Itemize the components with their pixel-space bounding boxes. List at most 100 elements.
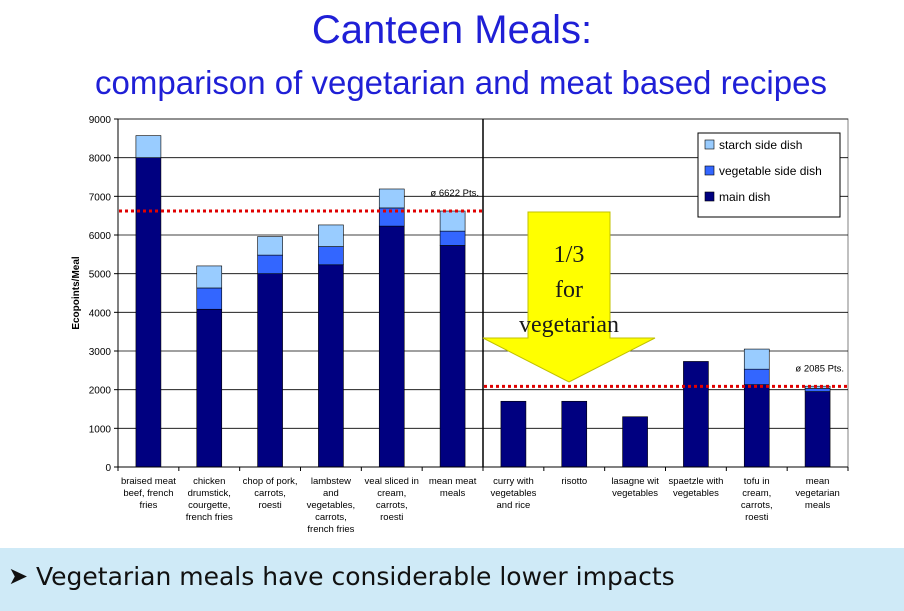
page-title: Canteen Meals:	[311, 8, 593, 52]
x-tick-label-line: roesti	[380, 512, 403, 523]
y-tick-label: 2000	[89, 386, 112, 397]
x-tick-label: mean meat meals	[429, 476, 477, 499]
x-tick-label-line: meals	[440, 488, 466, 499]
y-tick-label: 6000	[89, 231, 112, 242]
legend-label: vegetable side dish	[719, 164, 822, 178]
x-tick-label-line: tofu in	[744, 476, 770, 487]
x-tick-label-line: roesti	[258, 500, 281, 511]
x-tick-label-line: lasagne wit	[611, 476, 659, 487]
x-tick-label-line: chicken	[193, 476, 225, 487]
x-tick-label-line: chop of pork,	[243, 476, 298, 487]
bar-starch-side-dish	[743, 348, 770, 370]
legend-label: starch side dish	[719, 138, 802, 152]
x-tick-label-line: carrots,	[376, 500, 408, 511]
bar-starch-side-dish	[378, 188, 405, 209]
annotation-line: for	[555, 277, 583, 303]
legend-swatch	[704, 165, 715, 176]
x-tick-label-line: roesti	[745, 512, 768, 523]
x-tick-label: braised meat beef, french fries	[121, 476, 176, 511]
page-subtitle: comparison of vegetarian and meat based …	[95, 64, 827, 101]
y-tick-label: 1000	[89, 424, 112, 435]
reference-line-label: ø 2085 Pts.	[795, 363, 844, 374]
x-tick-label: chop of pork, carrots, roesti	[243, 476, 298, 511]
x-tick-label: veal sliced in cream, carrots, roesti	[365, 476, 419, 523]
x-tick-label-line: french fries	[307, 524, 354, 535]
x-tick-label-line: veal sliced in	[365, 476, 419, 487]
x-tick-label-line: and rice	[497, 500, 531, 511]
bar-starch-side-dish	[318, 224, 344, 247]
bar-vegetable-side-dish	[318, 246, 344, 266]
bar-main-dish	[683, 361, 709, 468]
x-tick-label-line: carrots,	[254, 488, 286, 499]
x-tick-label-line: vegetables	[490, 488, 536, 499]
x-tick-label-line: vegetarian	[795, 488, 839, 499]
bar-vegetable-side-dish	[196, 287, 223, 310]
bar-starch-side-dish	[804, 385, 831, 389]
bar-main-dish	[135, 157, 162, 468]
y-tick-label: 9000	[89, 115, 112, 126]
x-tick-label-line: cream,	[377, 488, 406, 499]
stacked-bar-chart: ø 6622 Pts. ø 2085 Pts. 0 1000 2000 3000 4000…	[71, 115, 849, 535]
x-tick-label-line: french fries	[186, 512, 233, 523]
y-tick-label: 3000	[89, 347, 112, 358]
x-tick-label-line: risotto	[561, 476, 587, 487]
bar-main-dish	[378, 225, 405, 468]
x-tick-label-line: vegetables	[673, 488, 719, 499]
bar-main-dish	[500, 400, 527, 468]
bar-main-dish	[257, 273, 283, 468]
x-tick-label-line: courgette,	[188, 500, 230, 511]
y-tick-label: 8000	[89, 154, 112, 165]
x-tick-label: curry with vegetables and rice	[490, 476, 536, 511]
summary-text: Vegetarian meals have considerable lower…	[36, 562, 675, 591]
x-tick-label-line: cream,	[742, 488, 771, 499]
x-tick-label-line: curry with	[493, 476, 534, 487]
x-tick-label: spaetzle with vegetables	[668, 476, 723, 499]
annotation-line: vegetarian	[519, 312, 619, 338]
annotation-text: 1/3 for vegetarian	[519, 242, 619, 338]
x-tick-label-line: mean	[806, 476, 830, 487]
x-tick-label-line: vegetables,	[307, 500, 356, 511]
annotation-line: 1/3	[554, 242, 585, 268]
legend	[697, 132, 841, 218]
bar-main-dish	[804, 391, 831, 468]
bar-main-dish	[561, 400, 588, 468]
legend-label: main dish	[719, 190, 770, 204]
x-tick-label: mean vegetarian meals	[795, 476, 839, 511]
bar-main-dish	[318, 264, 344, 468]
bar-starch-side-dish	[257, 236, 283, 256]
x-tick-label-line: beef, french	[123, 488, 173, 499]
arrow-bullet-icon: ➤	[8, 563, 29, 590]
x-tick-label: lambstew and vegetables, carrots, french fri…	[307, 476, 356, 535]
x-tick-label-line: fries	[139, 500, 157, 511]
legend-swatch	[704, 139, 715, 150]
bar-main-dish	[622, 416, 648, 468]
bar-vegetable-side-dish	[439, 230, 466, 246]
bar-vegetable-side-dish	[804, 388, 831, 392]
bar-vegetable-side-dish	[743, 368, 770, 385]
bar-starch-side-dish	[135, 135, 162, 158]
bar-main-dish	[743, 384, 770, 468]
x-tick-label-line: braised meat	[121, 476, 176, 487]
x-tick-label: tofu in cream, carrots, roesti	[741, 476, 773, 523]
x-tick-label-line: lambstew	[311, 476, 351, 487]
y-tick-label: 7000	[89, 192, 112, 203]
bar-starch-side-dish	[196, 265, 223, 289]
y-tick-label: 0	[105, 463, 111, 474]
x-tick-label-line: carrots,	[315, 512, 347, 523]
x-tick-label-line: mean meat	[429, 476, 477, 487]
x-tick-label-line: and	[323, 488, 339, 499]
down-arrow-icon	[482, 211, 656, 383]
x-tick-label-line: vegetables	[612, 488, 658, 499]
x-tick-label: lasagne wit vegetables	[611, 476, 659, 499]
bar-main-dish	[196, 308, 223, 468]
legend-swatch	[704, 191, 715, 202]
y-tick-label: 5000	[89, 270, 112, 281]
y-axis-label: Ecopoints/Meal	[71, 256, 82, 330]
bar-main-dish	[439, 245, 466, 468]
bar-vegetable-side-dish	[257, 254, 283, 274]
reference-line-label: ø 6622 Pts.	[430, 188, 479, 199]
y-tick-label: 4000	[89, 308, 112, 319]
x-tick-label-line: meals	[805, 500, 831, 511]
x-tick-label-line: spaetzle with	[668, 476, 723, 487]
summary-bar: ➤ Vegetarian meals have considerable low…	[0, 548, 904, 611]
